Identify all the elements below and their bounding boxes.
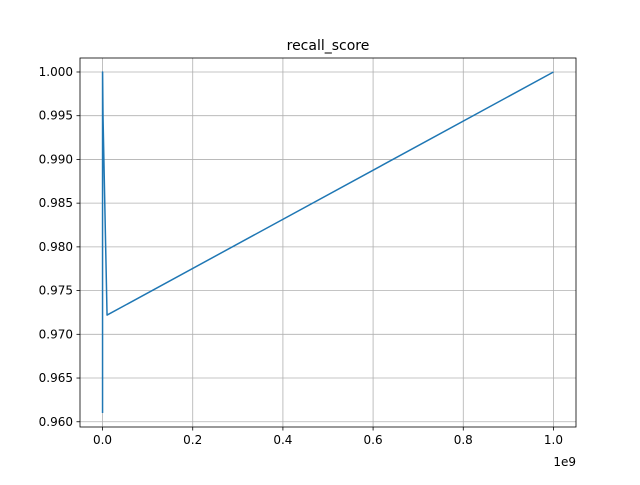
x-tick-label: 1.0: [544, 433, 563, 447]
chart-title: recall_score: [287, 38, 370, 54]
y-tick-label: 0.980: [39, 240, 73, 254]
x-axis-offset-label: 1e9: [553, 455, 576, 469]
y-tick-label: 0.985: [39, 196, 73, 210]
y-tick-label: 0.990: [39, 152, 73, 166]
x-tick-label: 0.0: [93, 433, 112, 447]
x-tick-label: 0.2: [183, 433, 202, 447]
x-tick-label: 0.4: [273, 433, 292, 447]
y-tick-label: 0.975: [39, 284, 73, 298]
y-tick-label: 0.960: [39, 415, 73, 429]
x-tick-label: 0.6: [364, 433, 383, 447]
y-tick-label: 0.965: [39, 371, 73, 385]
x-tick-label: 0.8: [454, 433, 473, 447]
y-tick-label: 0.970: [39, 327, 73, 341]
y-tick-label: 0.995: [39, 109, 73, 123]
y-tick-label: 1.000: [39, 65, 73, 79]
